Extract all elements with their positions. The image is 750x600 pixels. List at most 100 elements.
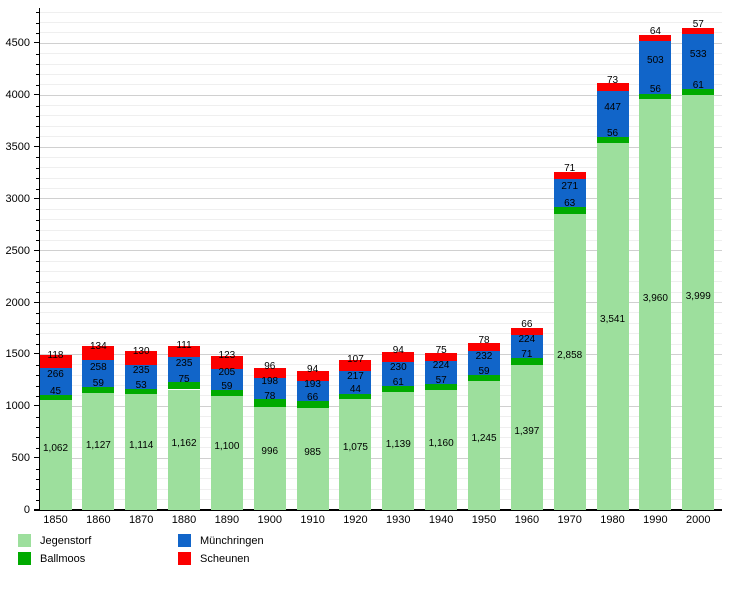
bar-segment [382,385,415,392]
y-axis-tick-label: 4500 [5,37,30,50]
y-tick-minor [36,126,40,128]
bar-segment [210,389,243,396]
y-tick-minor [36,416,40,418]
bar-value-label: 224 [432,360,450,372]
bar-value-label: 3,999 [685,290,711,302]
y-axis-tick-label: 2500 [5,244,30,257]
y-axis-tick-label: 0 [23,504,30,516]
y-tick-minor [36,157,40,159]
bar-value-label: 1,062 [42,442,69,454]
y-tick-minor [36,209,40,211]
y-axis-tick-label: 2000 [5,296,30,309]
legend-swatch-jegenstorf [18,534,31,547]
gridline [40,457,722,459]
bar-value-label: 59 [221,380,233,392]
bar-segment [553,171,586,179]
bar-segment [425,389,458,510]
bar-segment [553,213,586,510]
y-tick-major [34,197,40,199]
bar-segment [553,207,586,214]
bar-value-label: 232 [475,350,493,362]
y-axis-tick-label: 3500 [5,141,30,154]
bar-segment [168,381,201,390]
bar-value-label: 78 [264,390,276,402]
y-tick-major [34,94,40,96]
y-tick-minor [36,468,40,470]
y-axis-tick-label: 1000 [5,400,30,413]
x-axis-tick-label: 1950 [471,514,497,526]
bar-value-label: 78 [478,334,490,346]
y-tick-minor [36,447,40,449]
bar-value-label: 3,960 [642,292,668,304]
gridline [40,385,722,387]
bar-segment [253,378,286,399]
bar-segment [596,83,629,91]
bar-value-label: 198 [261,376,279,388]
bar-segment [296,380,329,401]
gridline [40,395,722,397]
gridline [40,84,722,86]
bar-value-label: 66 [307,392,319,404]
legend-label-munchringen: Münchringen [200,534,264,547]
y-axis-tick-label: 1500 [5,348,30,361]
bar-segment [253,398,286,407]
y-tick-major [34,509,40,510]
bar-segment [82,393,115,510]
bar-value-label: 118 [47,349,64,361]
bar-value-label: 1,075 [342,442,368,454]
y-tick-major [34,353,40,355]
bar-segment [425,383,458,390]
bar-segment [682,27,715,34]
bar-segment [596,90,629,137]
y-tick-minor [36,261,40,263]
y-tick-minor [36,219,40,221]
gridline [40,115,722,117]
x-axis-tick-label: 1860 [86,514,111,526]
bar-value-label: 1,397 [514,425,540,437]
bar-segment [339,360,372,372]
gridline [40,146,722,148]
bar-value-label: 985 [304,446,321,458]
gridline [40,11,722,13]
gridline [40,32,722,34]
x-axis-tick-label: 1850 [43,514,68,526]
y-tick-minor [36,292,40,294]
gridline [40,353,722,355]
gridline [40,250,722,252]
bar-segment [210,368,243,390]
y-tick-major [34,42,40,44]
bar-segment [39,367,72,396]
bar-segment [168,357,201,382]
x-axis-tick-label: 1890 [214,514,240,526]
gridline [40,136,722,138]
gridline [40,94,722,96]
bar-segment [382,391,415,510]
bar-value-label: 134 [90,341,107,353]
bar-segment [682,33,715,89]
x-axis-tick-label: 1900 [257,514,282,526]
bar-value-label: 235 [175,357,193,369]
gridline [40,198,722,200]
y-tick-major [34,249,40,251]
legend-item-scheunen: Scheunen [178,552,250,565]
legend-item-ballmoos: Ballmoos [18,552,85,565]
gridline [40,281,722,283]
bar-value-label: 96 [264,361,276,373]
gridline [40,73,722,75]
y-tick-minor [36,499,40,501]
y-tick-minor [36,84,40,86]
gridline [40,260,722,262]
x-axis-tick-label: 1910 [300,514,325,526]
y-tick-minor [36,344,40,346]
gridline [40,208,722,210]
gridline [40,53,722,55]
bar-value-label: 75 [178,373,190,385]
bar-value-label: 123 [218,350,236,362]
bar-value-label: 2,858 [557,349,583,361]
bar-segment [682,88,715,96]
x-axis-tick-label: 2000 [686,514,711,526]
y-tick-minor [36,188,40,190]
x-axis-tick-label: 1970 [557,514,582,526]
gridline [40,478,722,480]
bar-value-label: 61 [392,376,404,388]
